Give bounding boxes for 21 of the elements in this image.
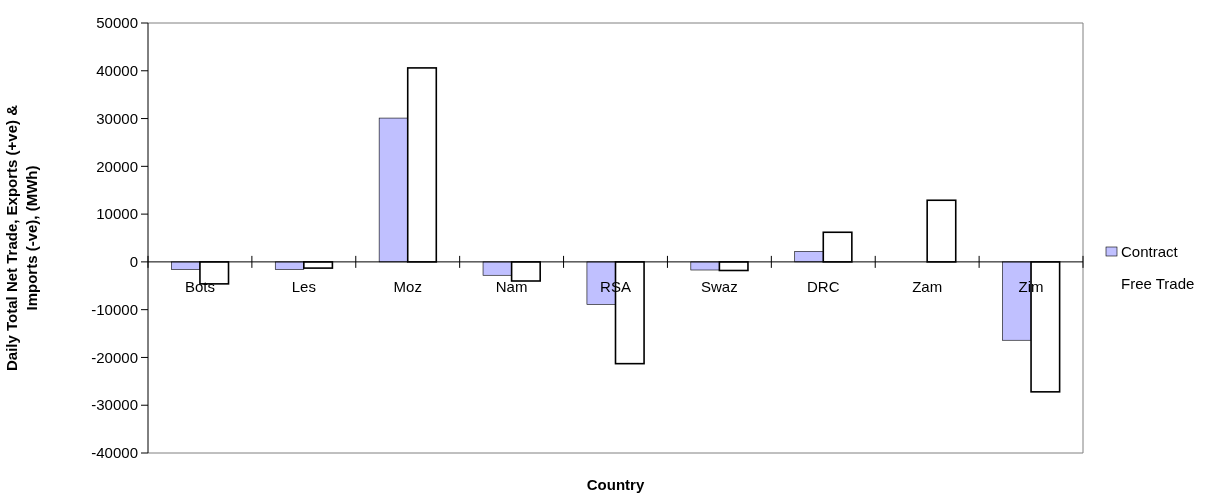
x-axis-title: Country <box>586 476 645 493</box>
y-axis-title: Daily Total Net Trade, Exports (+ve) & Imports (-ve), (MWh) <box>3 104 40 372</box>
y-tick-label: 20000 <box>96 157 138 175</box>
x-tick-label: Zam <box>912 277 943 295</box>
y-tick-label: 10000 <box>96 205 138 223</box>
x-tick-label: DRC <box>807 277 840 295</box>
text: Free Trade <box>1121 275 1195 293</box>
y-tick-label: 0 <box>129 253 138 271</box>
y-tick-label: 40000 <box>96 62 138 80</box>
y-tick-label: -30000 <box>91 396 138 414</box>
y-tick-label: -40000 <box>91 444 138 462</box>
legend-label: Contract <box>1121 243 1179 261</box>
y-tick-label: 30000 <box>96 109 138 127</box>
y-tick-label: -20000 <box>91 348 138 366</box>
y-tick-label: -10000 <box>91 300 138 318</box>
x-tick-label: Les <box>291 277 316 295</box>
x-tick-label: Moz <box>393 277 422 295</box>
y-tick-label: 50000 <box>96 14 138 32</box>
x-tick-label: Nam <box>495 277 528 295</box>
x-tick-label: Bots <box>184 277 215 295</box>
x-tick-label: Swaz <box>701 277 738 295</box>
